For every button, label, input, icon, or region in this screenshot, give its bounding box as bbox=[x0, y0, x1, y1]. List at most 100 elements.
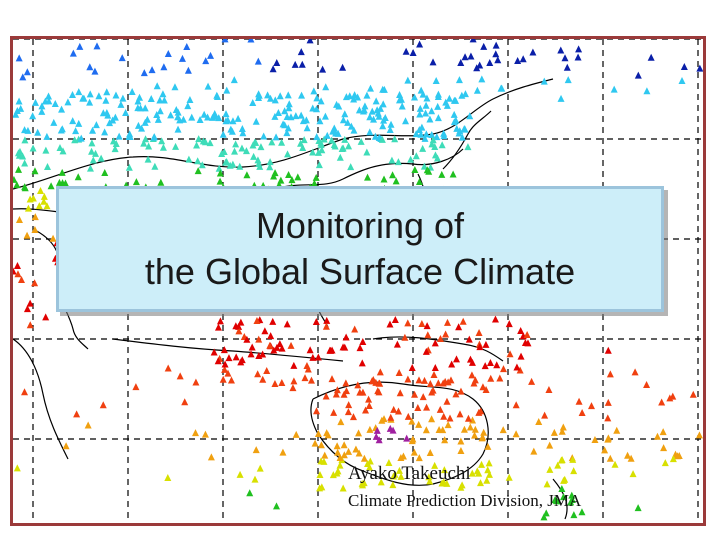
station-marker bbox=[49, 234, 57, 242]
station-marker bbox=[69, 49, 77, 57]
station-marker bbox=[255, 335, 263, 343]
station-marker bbox=[216, 169, 224, 177]
station-marker bbox=[411, 390, 419, 398]
station-marker bbox=[436, 405, 444, 413]
station-marker bbox=[471, 425, 479, 433]
station-marker bbox=[411, 93, 419, 101]
station-marker bbox=[541, 411, 549, 419]
station-marker bbox=[378, 416, 386, 424]
station-marker bbox=[473, 86, 481, 94]
station-marker bbox=[13, 106, 21, 114]
station-marker bbox=[279, 448, 287, 456]
station-marker bbox=[429, 58, 437, 66]
station-marker bbox=[371, 132, 379, 140]
station-marker bbox=[160, 63, 168, 71]
station-marker bbox=[276, 340, 284, 348]
station-marker bbox=[236, 470, 244, 478]
coastline-asia bbox=[13, 78, 554, 190]
station-marker bbox=[304, 365, 312, 373]
station-marker bbox=[434, 114, 442, 122]
station-marker bbox=[419, 144, 427, 152]
station-marker bbox=[313, 94, 321, 102]
station-marker bbox=[267, 332, 275, 340]
station-marker bbox=[442, 330, 450, 338]
station-marker bbox=[313, 133, 321, 141]
station-marker bbox=[426, 477, 434, 485]
station-marker bbox=[47, 182, 55, 190]
station-marker bbox=[482, 386, 490, 394]
station-marker bbox=[342, 379, 350, 387]
station-marker bbox=[491, 315, 499, 323]
station-marker bbox=[535, 417, 543, 425]
station-marker bbox=[185, 155, 193, 163]
station-marker bbox=[151, 162, 159, 170]
station-marker bbox=[156, 96, 164, 104]
station-marker bbox=[31, 98, 39, 106]
station-marker bbox=[606, 370, 614, 378]
station-marker bbox=[410, 448, 418, 456]
coastline-japan bbox=[442, 110, 492, 170]
station-marker bbox=[278, 344, 286, 352]
station-marker bbox=[408, 364, 416, 372]
station-marker bbox=[661, 459, 669, 467]
station-marker bbox=[365, 395, 373, 403]
station-marker bbox=[391, 315, 399, 323]
station-marker bbox=[478, 460, 486, 468]
station-marker bbox=[86, 98, 94, 106]
station-marker bbox=[247, 39, 255, 43]
station-marker bbox=[119, 94, 127, 102]
station-marker bbox=[29, 144, 37, 152]
station-marker bbox=[419, 90, 427, 98]
station-marker bbox=[387, 120, 395, 128]
station-marker bbox=[388, 156, 396, 164]
station-marker bbox=[148, 66, 156, 74]
station-marker bbox=[310, 87, 318, 95]
station-marker bbox=[452, 390, 460, 398]
station-marker bbox=[352, 445, 360, 453]
station-marker bbox=[475, 469, 483, 477]
station-marker bbox=[468, 469, 476, 477]
station-marker bbox=[140, 139, 148, 147]
station-marker bbox=[204, 82, 212, 90]
station-marker bbox=[669, 455, 677, 463]
station-marker bbox=[37, 186, 45, 194]
station-marker bbox=[201, 430, 209, 438]
station-marker bbox=[559, 493, 567, 501]
station-marker bbox=[315, 148, 323, 156]
station-marker bbox=[215, 164, 223, 172]
station-marker bbox=[322, 392, 330, 400]
station-marker bbox=[31, 167, 39, 175]
station-marker bbox=[251, 475, 259, 483]
station-marker bbox=[281, 107, 289, 115]
station-marker bbox=[321, 451, 329, 459]
station-marker bbox=[285, 100, 293, 108]
station-marker bbox=[455, 76, 463, 84]
station-marker bbox=[272, 133, 280, 141]
station-marker bbox=[103, 88, 111, 96]
station-marker bbox=[261, 327, 269, 335]
station-marker bbox=[92, 121, 100, 129]
station-marker bbox=[259, 375, 267, 383]
station-marker bbox=[318, 483, 326, 491]
station-marker bbox=[231, 147, 239, 155]
station-marker bbox=[86, 164, 94, 172]
station-marker bbox=[377, 478, 385, 486]
station-marker bbox=[341, 135, 349, 143]
station-marker bbox=[340, 441, 348, 449]
station-marker bbox=[174, 113, 182, 121]
station-marker bbox=[448, 360, 456, 368]
station-marker bbox=[234, 114, 242, 122]
station-marker bbox=[14, 270, 22, 278]
station-marker bbox=[273, 343, 281, 351]
station-marker bbox=[232, 322, 240, 330]
station-marker bbox=[95, 92, 103, 100]
station-marker bbox=[396, 389, 404, 397]
station-marker bbox=[426, 115, 434, 123]
station-marker bbox=[355, 429, 363, 437]
station-marker bbox=[69, 117, 77, 125]
station-marker bbox=[74, 173, 82, 181]
station-marker bbox=[505, 473, 513, 481]
station-marker bbox=[285, 170, 293, 178]
station-marker bbox=[43, 132, 51, 140]
station-marker bbox=[19, 152, 27, 160]
